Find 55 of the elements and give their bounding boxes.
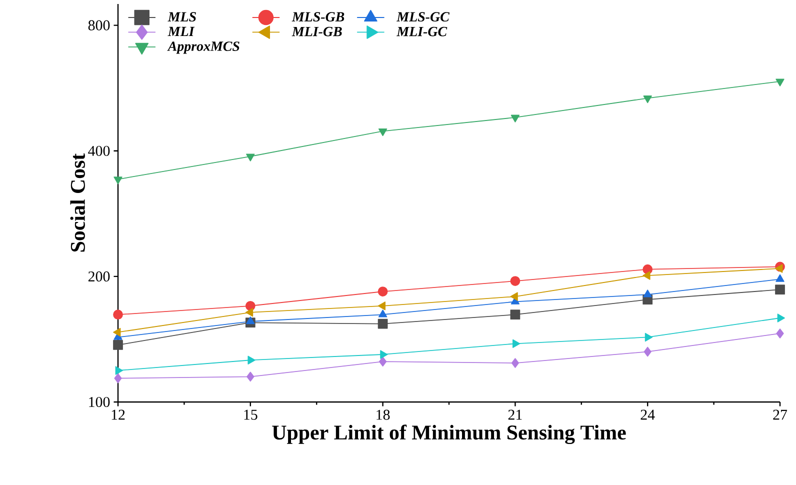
point: [775, 284, 785, 295]
point: [245, 300, 256, 311]
point: [775, 264, 783, 273]
point: [246, 154, 255, 162]
point: [380, 350, 388, 359]
point: [378, 302, 386, 310]
point: [114, 373, 122, 384]
point: [510, 292, 518, 301]
y-tick-label: 800: [88, 20, 110, 30]
y-tick-label: 200: [88, 271, 110, 282]
point: [510, 114, 520, 122]
legend-label: ApproxMCS: [167, 42, 240, 54]
x-tick-label: 15: [244, 410, 258, 420]
point: [511, 358, 520, 368]
point: [644, 346, 652, 357]
point: [643, 96, 652, 104]
x-tick-label: 12: [112, 410, 125, 420]
point: [246, 316, 255, 324]
point: [512, 339, 520, 348]
x-tick-label: 18: [376, 410, 390, 420]
point: [378, 128, 388, 136]
y-tick-label: 400: [88, 146, 110, 156]
x-tick-label: 27: [773, 410, 788, 420]
point: [776, 274, 784, 282]
point: [245, 308, 254, 317]
point: [510, 310, 520, 320]
point: [510, 276, 520, 286]
point: [248, 356, 256, 364]
point: [643, 290, 652, 298]
point: [115, 366, 123, 375]
point: [644, 332, 653, 342]
point: [776, 78, 784, 86]
legend-label: MLI-GC: [396, 26, 448, 36]
x-tick-label: 24: [640, 410, 655, 420]
point: [114, 176, 122, 184]
point: [113, 310, 123, 320]
legend-label: MLS: [168, 12, 196, 22]
y-axis-title: Social Cost: [70, 153, 85, 252]
point: [378, 286, 388, 296]
legend-label: MLS-GB: [292, 12, 344, 22]
point: [113, 340, 123, 350]
legend-label: MLS-GC: [396, 12, 450, 22]
point: [777, 314, 785, 322]
legend-label: MLI: [168, 26, 195, 36]
y-tick-label: 100: [89, 396, 110, 408]
point: [113, 328, 121, 337]
legend-label: MLI-GB: [292, 26, 342, 36]
point: [642, 271, 650, 280]
point: [776, 328, 784, 338]
point: [246, 372, 254, 382]
x-tick-label: 21: [508, 410, 522, 420]
point: [378, 356, 387, 367]
x-axis-title: Upper Limit of Minimum Sensing Time: [272, 424, 626, 444]
point: [378, 310, 388, 318]
point: [378, 318, 388, 329]
